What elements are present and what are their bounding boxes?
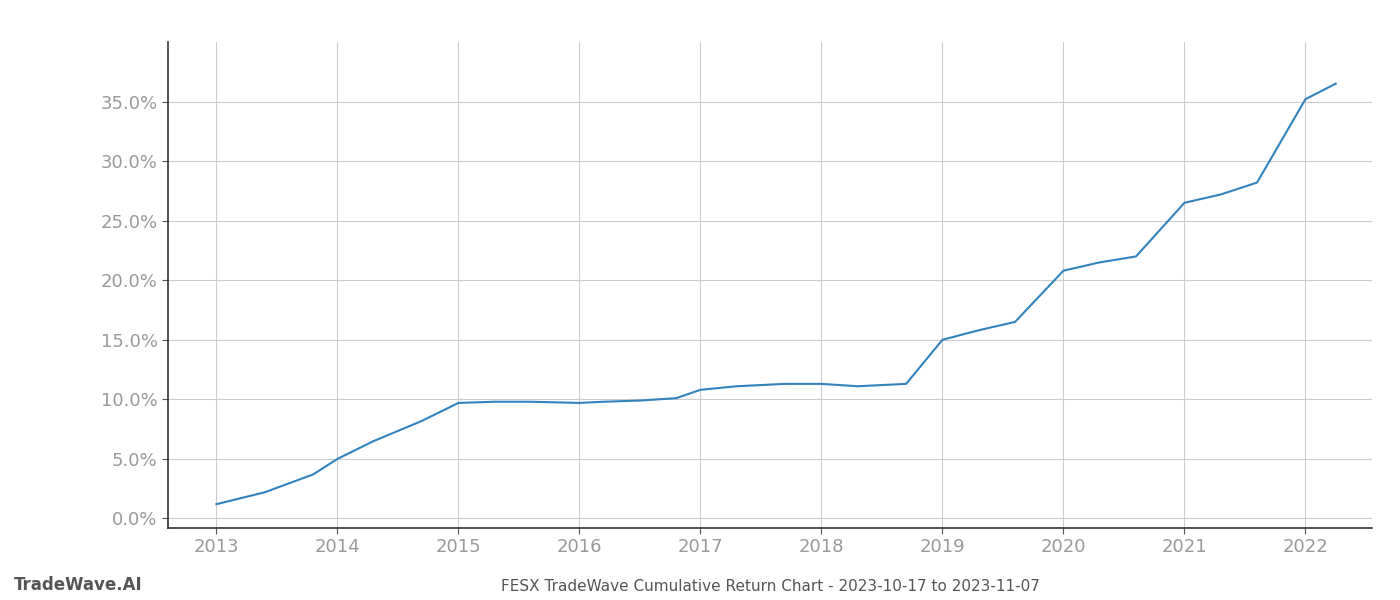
Text: FESX TradeWave Cumulative Return Chart - 2023-10-17 to 2023-11-07: FESX TradeWave Cumulative Return Chart -… (501, 579, 1039, 594)
Text: TradeWave.AI: TradeWave.AI (14, 576, 143, 594)
